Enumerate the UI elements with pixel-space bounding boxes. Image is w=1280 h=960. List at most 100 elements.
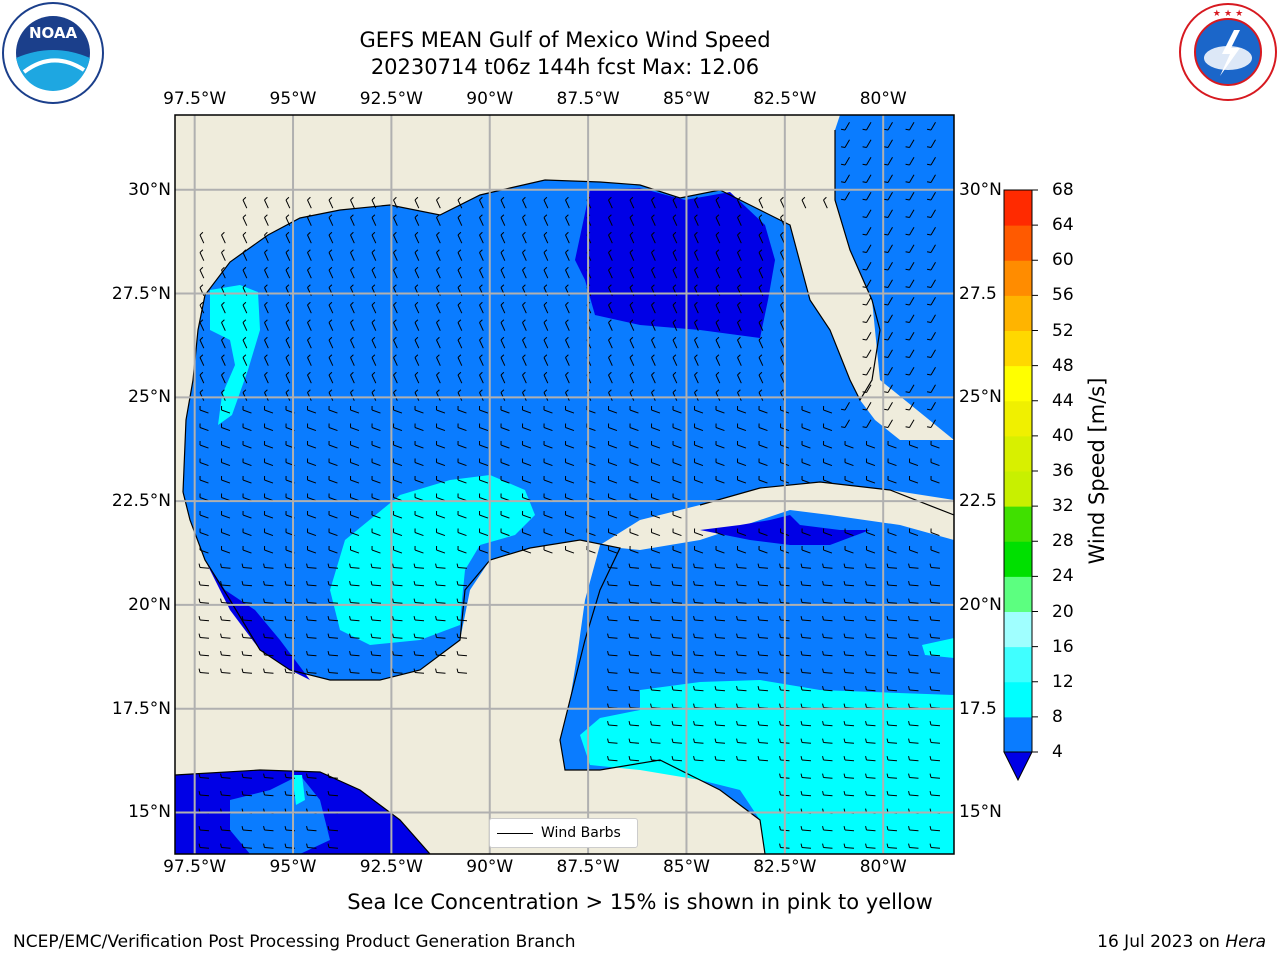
- wind-barb: [543, 475, 553, 484]
- wind-barb: [242, 510, 252, 519]
- wind-barb: [926, 366, 936, 376]
- wind-barb: [908, 580, 919, 587]
- wind-barb: [241, 650, 253, 657]
- wind-barb: [628, 720, 640, 727]
- wind-barb: [307, 319, 312, 331]
- wind-barb: [651, 493, 661, 502]
- wind-barb: [264, 371, 269, 384]
- wind-barb: [757, 668, 769, 674]
- wind-barb: [908, 773, 919, 779]
- wind-barb: [715, 475, 725, 484]
- wind-barb: [241, 773, 253, 779]
- wind-barb: [926, 349, 936, 358]
- wind-barb: [714, 668, 726, 674]
- wind-barb: [608, 405, 618, 414]
- colorbar-tick-label: 56: [1052, 285, 1074, 306]
- wind-barb: [264, 458, 274, 467]
- wind-barb: [565, 405, 575, 414]
- wind-barb: [843, 633, 855, 639]
- wind-barb: [736, 755, 747, 762]
- wind-barb: [350, 319, 355, 331]
- wind-barb: [628, 563, 640, 569]
- wind-barb: [693, 720, 704, 727]
- wind-barb: [780, 196, 785, 209]
- wind-barb: [865, 720, 876, 727]
- wind-barb: [843, 738, 855, 744]
- wind-barb: [844, 475, 854, 484]
- wind-barb: [436, 231, 441, 244]
- wind-barb: [908, 650, 919, 657]
- wind-barb: [199, 231, 205, 244]
- wind-barb: [328, 528, 338, 537]
- lat-tick-label-left: 30°N: [128, 179, 171, 200]
- wind-barb: [565, 354, 570, 366]
- wind-barb: [926, 419, 936, 428]
- wind-barb: [862, 331, 872, 341]
- wind-barb: [479, 336, 484, 349]
- wind-barb: [350, 336, 355, 349]
- wind-barb: [650, 650, 661, 657]
- wind-barb: [715, 249, 721, 261]
- wind-barb: [844, 545, 854, 554]
- wind-barb: [350, 301, 355, 314]
- wind-barb: [651, 301, 656, 314]
- wind-barb: [929, 650, 941, 657]
- wind-barb: [823, 440, 833, 449]
- wind-barb: [413, 580, 425, 587]
- wind-barb: [457, 371, 463, 384]
- wind-barb: [393, 475, 403, 484]
- colorbar-tick-label: 16: [1052, 636, 1074, 657]
- wind-barb: [500, 423, 510, 432]
- wind-barb: [694, 545, 704, 554]
- wind-barb: [822, 720, 833, 727]
- wind-barb: [500, 266, 506, 279]
- wind-barb: [886, 615, 898, 622]
- wind-barb: [543, 458, 553, 467]
- wind-barb: [457, 493, 467, 502]
- wind-barb: [651, 319, 656, 331]
- wind-barb: [843, 790, 855, 797]
- wind-barb: [457, 545, 467, 554]
- wind-barb: [823, 423, 833, 432]
- wind-barb: [651, 214, 656, 226]
- wind-barb: [905, 331, 915, 341]
- wind-barb: [628, 650, 640, 657]
- wind-barb: [758, 371, 764, 384]
- wind-barb: [436, 405, 446, 414]
- wind-barb: [865, 598, 876, 604]
- wind-barb: [843, 668, 855, 674]
- wind-barb: [693, 563, 704, 569]
- wind-barb: [801, 423, 811, 432]
- wind-barb: [198, 580, 210, 587]
- wind-barb: [393, 249, 398, 261]
- wind-barb: [565, 249, 570, 261]
- wind-barb: [264, 319, 269, 331]
- lat-tick-label-right: 27.5: [959, 283, 997, 304]
- wind-barb: [886, 720, 898, 727]
- wind-barb: [800, 843, 812, 849]
- lon-tick-label-top: 90°W: [466, 89, 514, 109]
- wind-barb: [436, 510, 446, 519]
- wind-barb: [780, 214, 785, 226]
- colorbar-segment: [1004, 681, 1032, 718]
- wind-barb: [371, 214, 377, 226]
- wind-barb: [264, 440, 274, 449]
- wind-barb: [671, 668, 683, 674]
- wind-barb: [926, 226, 936, 236]
- wind-barb: [307, 458, 317, 467]
- wind-barb: [264, 336, 269, 349]
- wind-barb: [671, 738, 683, 744]
- wind-barb: [736, 633, 747, 639]
- wind-barb: [608, 319, 613, 331]
- wind-barb: [328, 301, 334, 314]
- wind-barb: [500, 458, 510, 467]
- wind-barb: [758, 545, 768, 554]
- wind-barb: [414, 336, 420, 349]
- wind-barb: [242, 319, 248, 331]
- lon-tick-label-bottom: 85°W: [662, 857, 710, 877]
- wind-barb: [651, 405, 661, 414]
- wind-barb: [780, 249, 785, 261]
- wind-barb: [199, 510, 209, 519]
- wind-barb: [198, 633, 210, 639]
- colorbar-segment: [1004, 611, 1032, 648]
